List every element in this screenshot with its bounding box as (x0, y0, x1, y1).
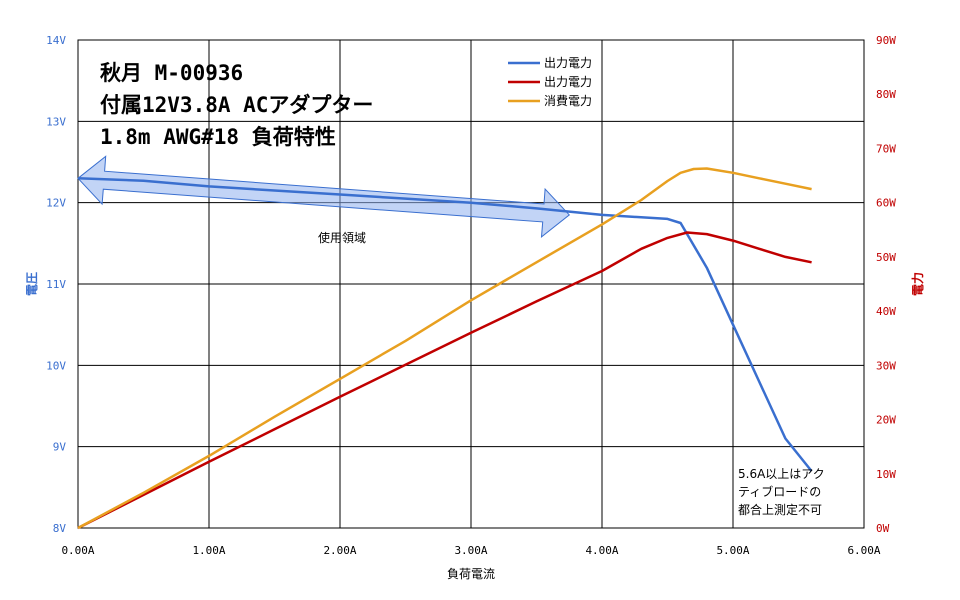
x-tick-label: 5.00A (716, 544, 749, 557)
x-tick-label: 6.00A (847, 544, 880, 557)
y-left-tick-label: 14V (46, 34, 66, 47)
y-left-tick-labels: 8V 9V 10V 11V 12V 13V 14V (46, 34, 66, 535)
x-axis-title: 負荷電流 (447, 567, 495, 581)
x-tick-label: 3.00A (454, 544, 487, 557)
y-right-tick-label: 40W (876, 305, 896, 318)
y-right-tick-labels: 0W 10W 20W 30W 40W 50W 60W 70W 80W 90W (876, 34, 896, 535)
y-right-tick-label: 80W (876, 88, 896, 101)
x-tick-labels: 0.00A 1.00A 2.00A 3.00A 4.00A 5.00A 6.00A (61, 544, 880, 557)
usage-region-label: 使用領域 (318, 230, 366, 245)
legend-label-series-2: 出力電力 (544, 75, 592, 89)
y-left-tick-label: 9V (53, 441, 67, 454)
y-left-tick-label: 11V (46, 278, 66, 291)
y-right-tick-label: 30W (876, 359, 896, 372)
legend: 出力電力 出力電力 消費電力 (508, 56, 592, 108)
legend-label-series-1: 出力電力 (544, 56, 592, 70)
series-line-1 (77, 177, 813, 472)
note-line-1: 5.6A以上はアク (738, 467, 825, 481)
x-tick-label: 1.00A (192, 544, 225, 557)
measurement-note: 5.6A以上はアク ティブロードの 都合上測定不可 (738, 467, 825, 517)
y-right-tick-label: 90W (876, 34, 896, 47)
note-line-3: 都合上測定不可 (738, 502, 822, 517)
x-tick-label: 4.00A (585, 544, 618, 557)
y-right-axis-title: 電力 (910, 272, 925, 296)
series-line-2 (77, 231, 812, 530)
usage-region-arrow (77, 155, 571, 239)
x-tick-label: 2.00A (323, 544, 356, 557)
series-lines (77, 167, 813, 530)
y-right-tick-label: 0W (876, 522, 890, 535)
y-left-tick-label: 13V (46, 115, 66, 128)
chart-title-line-2: 付属12V3.8A ACアダプター (100, 93, 373, 117)
y-right-tick-label: 10W (876, 468, 896, 481)
y-right-tick-label: 20W (876, 414, 896, 427)
y-right-tick-label: 70W (876, 142, 896, 155)
y-left-tick-label: 8V (53, 522, 67, 535)
y-left-axis-title: 電圧 (25, 272, 39, 296)
chart-title-line-1: 秋月 M-00936 (100, 61, 243, 85)
legend-label-series-3: 消費電力 (544, 93, 592, 108)
x-tick-label: 0.00A (61, 544, 94, 557)
series-line-3 (77, 167, 812, 530)
chart-title-line-3: 1.8m AWG#18 負荷特性 (100, 125, 336, 149)
y-left-tick-label: 12V (46, 197, 66, 210)
usage-region (77, 155, 571, 239)
note-line-2: ティブロードの (738, 484, 821, 499)
y-right-tick-label: 60W (876, 197, 896, 210)
y-right-tick-label: 50W (876, 251, 896, 264)
y-left-tick-label: 10V (46, 359, 66, 372)
